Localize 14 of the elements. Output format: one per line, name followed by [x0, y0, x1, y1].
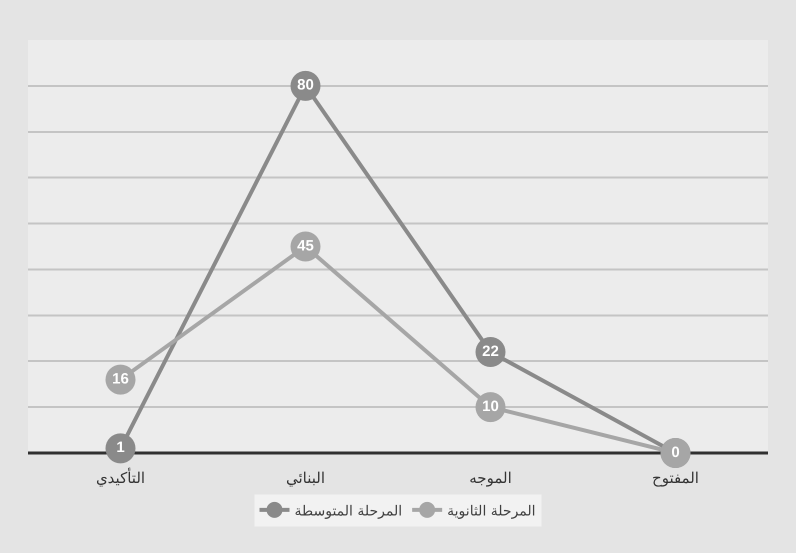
x-tick-label: البنائي — [286, 469, 326, 487]
data-label: 0 — [671, 444, 680, 461]
x-tick-label: الموجه — [469, 469, 512, 487]
x-tick-label: التأكيدي — [96, 467, 146, 487]
data-label: 16 — [112, 370, 129, 388]
data-label: 10 — [482, 398, 499, 415]
x-tick-label: المفتوح — [652, 469, 699, 487]
data-label: 45 — [297, 237, 314, 254]
data-label: 80 — [297, 76, 314, 94]
data-label: 22 — [482, 342, 499, 360]
legend-label: المرحلة الثانوية — [447, 503, 536, 520]
legend-label: المرحلة المتوسطة — [294, 503, 402, 520]
point — [106, 433, 136, 464]
data-label: 1 — [116, 439, 125, 456]
